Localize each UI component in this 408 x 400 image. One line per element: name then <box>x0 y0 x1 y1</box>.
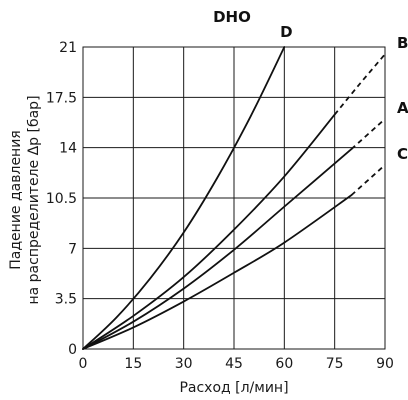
x-tick-label: 15 <box>124 356 142 372</box>
y-tick-label: 21 <box>59 40 77 56</box>
y-axis-label: Падение давления на распределителе Δр [б… <box>8 95 42 304</box>
series-labels: D B A C <box>280 23 408 163</box>
series-label-c: C <box>397 145 408 163</box>
series-line-a <box>82 148 353 350</box>
plot-frame <box>82 46 386 350</box>
y-tick-label: 3.5 <box>55 292 77 308</box>
x-tick-label: 45 <box>225 356 243 372</box>
series-label-d: D <box>280 23 292 41</box>
y-tick-label: 0 <box>68 342 77 358</box>
series-line-b <box>82 113 336 350</box>
series-line-c <box>82 194 353 350</box>
x-tick-label: 90 <box>376 356 394 372</box>
series-label-a: A <box>397 99 408 117</box>
x-axis-label: Расход [л/мин] <box>179 380 288 396</box>
series-extension-a <box>350 118 386 150</box>
y-tick-label: 17.5 <box>46 90 77 106</box>
series-label-b: B <box>397 34 408 52</box>
series-extension-c <box>350 164 386 196</box>
x-tick-label: 60 <box>275 356 293 372</box>
x-tick-label: 0 <box>79 356 88 372</box>
y-axis-label-line-1: Падение давления <box>8 130 24 269</box>
x-axis-ticks: 0 15 30 45 60 75 90 <box>79 356 394 372</box>
series-line-d <box>82 46 286 350</box>
series-curves <box>82 46 386 350</box>
series-extension-b <box>333 53 386 116</box>
x-tick-label: 75 <box>326 356 344 372</box>
x-tick-label: 30 <box>175 356 193 372</box>
y-axis-label-line-2: на распределителе Δр [бар] <box>26 95 42 304</box>
y-tick-label: 10.5 <box>46 191 77 207</box>
y-tick-label: 7 <box>68 241 77 257</box>
y-axis-ticks: 0 3.5 7 10.5 14 17.5 21 <box>46 40 77 358</box>
chart-title: DHO <box>213 8 251 26</box>
y-tick-label: 14 <box>59 141 77 157</box>
